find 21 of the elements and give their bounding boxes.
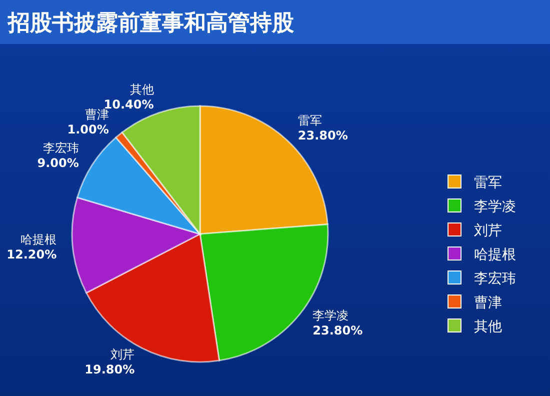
slice-label: 哈提根 — [20, 232, 57, 247]
data-label: 19.80% — [84, 362, 135, 376]
legend-label: 李学凌 — [474, 199, 516, 215]
legend-label: 李宏玮 — [474, 271, 516, 287]
legend-label: 雷军 — [474, 175, 502, 191]
legend-label: 刘芹 — [474, 223, 502, 239]
data-label: 1.00% — [67, 122, 109, 136]
legend-label: 其他 — [474, 319, 502, 335]
slice-label: 其他 — [130, 82, 154, 97]
data-label: 23.80% — [312, 324, 363, 338]
legend-label: 哈提根 — [474, 247, 516, 263]
chart-title: 招股书披露前董事和高管持股 — [7, 10, 295, 36]
slice-label: 李宏玮 — [42, 141, 79, 156]
legend-label: 曹津 — [474, 295, 502, 311]
data-label: 23.80% — [298, 128, 348, 142]
slice-label: 李学凌 — [312, 308, 349, 323]
slice-label: 曹津 — [84, 107, 109, 122]
data-label: 9.00% — [37, 156, 79, 170]
slice-label: 刘芹 — [110, 347, 135, 362]
data-label: 12.20% — [6, 248, 57, 262]
slice-label: 雷军 — [298, 113, 322, 128]
